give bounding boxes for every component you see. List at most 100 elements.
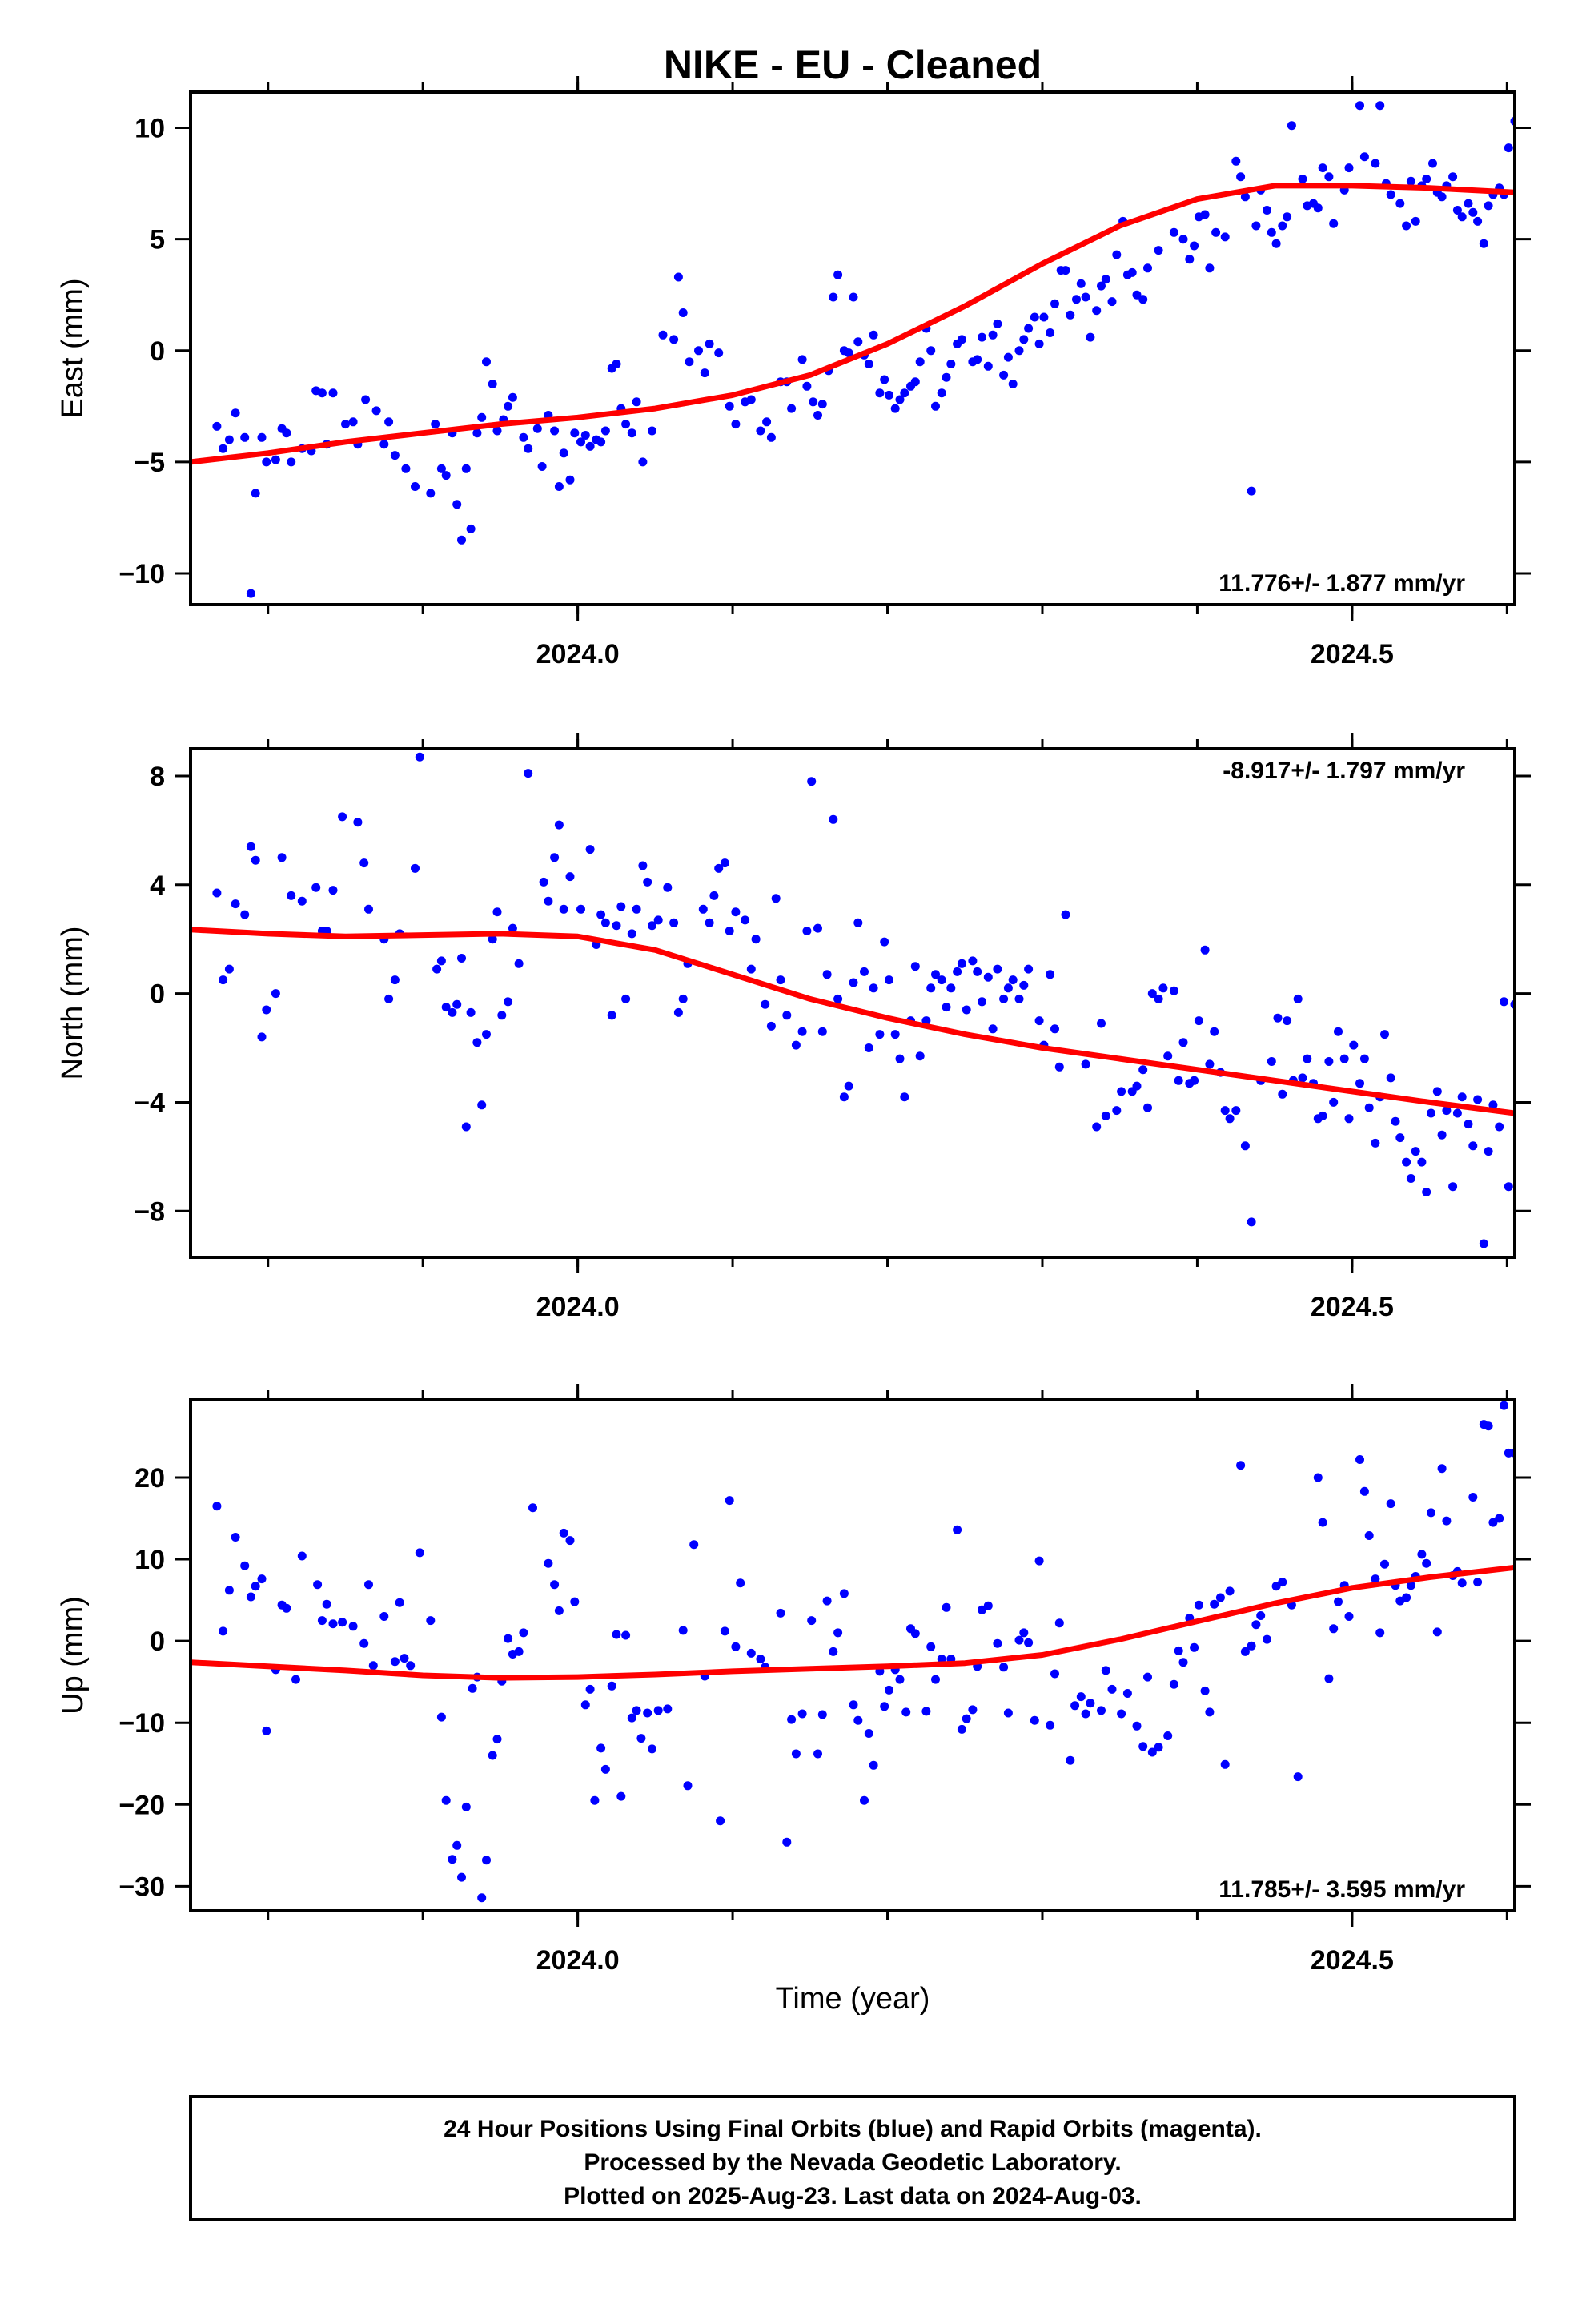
y-tick-label: 0 xyxy=(150,1626,165,1657)
data-point xyxy=(627,428,636,438)
data-point xyxy=(1008,380,1018,388)
data-point xyxy=(1500,1401,1508,1410)
data-point xyxy=(1432,1627,1442,1637)
data-point xyxy=(833,994,843,1003)
data-point xyxy=(937,388,946,398)
data-point xyxy=(1437,192,1447,202)
data-point xyxy=(910,377,920,387)
footer-box: 24 Hour Positions Using Final Orbits (bl… xyxy=(189,2095,1516,2221)
data-point xyxy=(1334,1027,1343,1036)
data-point xyxy=(1488,1518,1498,1527)
data-point xyxy=(1364,1103,1374,1112)
data-point xyxy=(988,330,998,340)
data-point xyxy=(240,432,250,442)
data-point xyxy=(1273,1013,1283,1023)
data-point xyxy=(1355,1455,1364,1464)
up-y-axis-label: Up (mm) xyxy=(56,1596,90,1715)
data-point xyxy=(1380,1559,1389,1569)
data-point xyxy=(636,1734,646,1743)
data-point xyxy=(271,989,280,999)
data-point xyxy=(673,1007,683,1017)
data-point xyxy=(400,1654,409,1663)
data-point xyxy=(607,1681,616,1691)
data-point xyxy=(482,1856,491,1865)
data-point xyxy=(1240,1647,1250,1656)
data-point xyxy=(678,1626,688,1635)
data-point xyxy=(554,820,564,830)
data-point xyxy=(1200,210,1210,219)
data-point xyxy=(1298,1073,1307,1083)
data-point xyxy=(1488,1100,1498,1110)
data-point xyxy=(1395,199,1405,208)
data-point xyxy=(1034,1016,1044,1026)
data-point xyxy=(504,1634,513,1643)
data-point xyxy=(528,1503,537,1513)
data-point xyxy=(448,1007,457,1017)
data-point xyxy=(1200,1686,1210,1695)
data-point xyxy=(968,956,978,966)
data-point xyxy=(1003,1708,1013,1718)
data-point xyxy=(809,397,818,407)
data-point xyxy=(1122,1689,1132,1698)
data-point xyxy=(937,975,946,985)
data-point xyxy=(931,970,940,979)
data-point xyxy=(1190,241,1199,251)
data-point xyxy=(901,1707,911,1717)
data-point xyxy=(1231,156,1241,166)
data-point xyxy=(1448,1182,1458,1192)
data-point xyxy=(776,975,785,985)
data-point xyxy=(926,983,936,993)
data-point xyxy=(539,877,548,887)
data-point xyxy=(576,904,585,914)
y-tick-label: 4 xyxy=(150,870,165,901)
data-point xyxy=(1039,312,1049,322)
data-point xyxy=(1411,216,1420,226)
data-point xyxy=(1024,1638,1034,1647)
data-point xyxy=(999,370,1009,380)
data-point xyxy=(1504,1182,1513,1192)
data-point xyxy=(488,1751,497,1760)
data-point xyxy=(621,420,631,429)
data-point xyxy=(361,395,371,404)
data-point xyxy=(1473,1578,1483,1587)
data-point xyxy=(1154,246,1163,255)
data-point xyxy=(1344,1114,1354,1124)
data-point xyxy=(1117,1087,1126,1096)
data-point xyxy=(565,475,575,485)
data-point xyxy=(1339,1054,1349,1063)
data-point xyxy=(983,361,993,371)
data-point xyxy=(714,863,724,873)
data-point xyxy=(1457,1092,1467,1102)
data-point xyxy=(612,921,621,931)
data-point xyxy=(1220,1106,1230,1116)
data-point xyxy=(1313,1473,1323,1482)
data-point xyxy=(885,390,893,400)
data-point xyxy=(1194,1016,1203,1026)
data-point xyxy=(1163,1731,1173,1740)
data-point xyxy=(348,417,358,427)
data-point xyxy=(762,417,772,427)
data-point xyxy=(993,964,1002,974)
data-point xyxy=(621,1630,631,1640)
data-point xyxy=(461,464,471,473)
data-point xyxy=(532,424,542,433)
data-point xyxy=(1169,227,1178,237)
data-point xyxy=(1318,163,1327,173)
data-point xyxy=(338,1618,347,1627)
data-point xyxy=(746,395,756,404)
data-point xyxy=(983,1601,993,1610)
data-point xyxy=(212,888,222,898)
data-point xyxy=(1427,1508,1435,1518)
data-point xyxy=(807,777,817,786)
data-point xyxy=(1101,1111,1110,1120)
data-point xyxy=(849,978,858,987)
data-point xyxy=(869,1760,878,1770)
data-point xyxy=(426,489,436,498)
data-point xyxy=(524,769,533,778)
data-point xyxy=(942,1003,951,1012)
data-point xyxy=(849,292,858,302)
data-point xyxy=(1205,263,1215,273)
data-point xyxy=(1107,297,1117,307)
data-point xyxy=(1081,292,1090,302)
data-point xyxy=(720,858,729,868)
